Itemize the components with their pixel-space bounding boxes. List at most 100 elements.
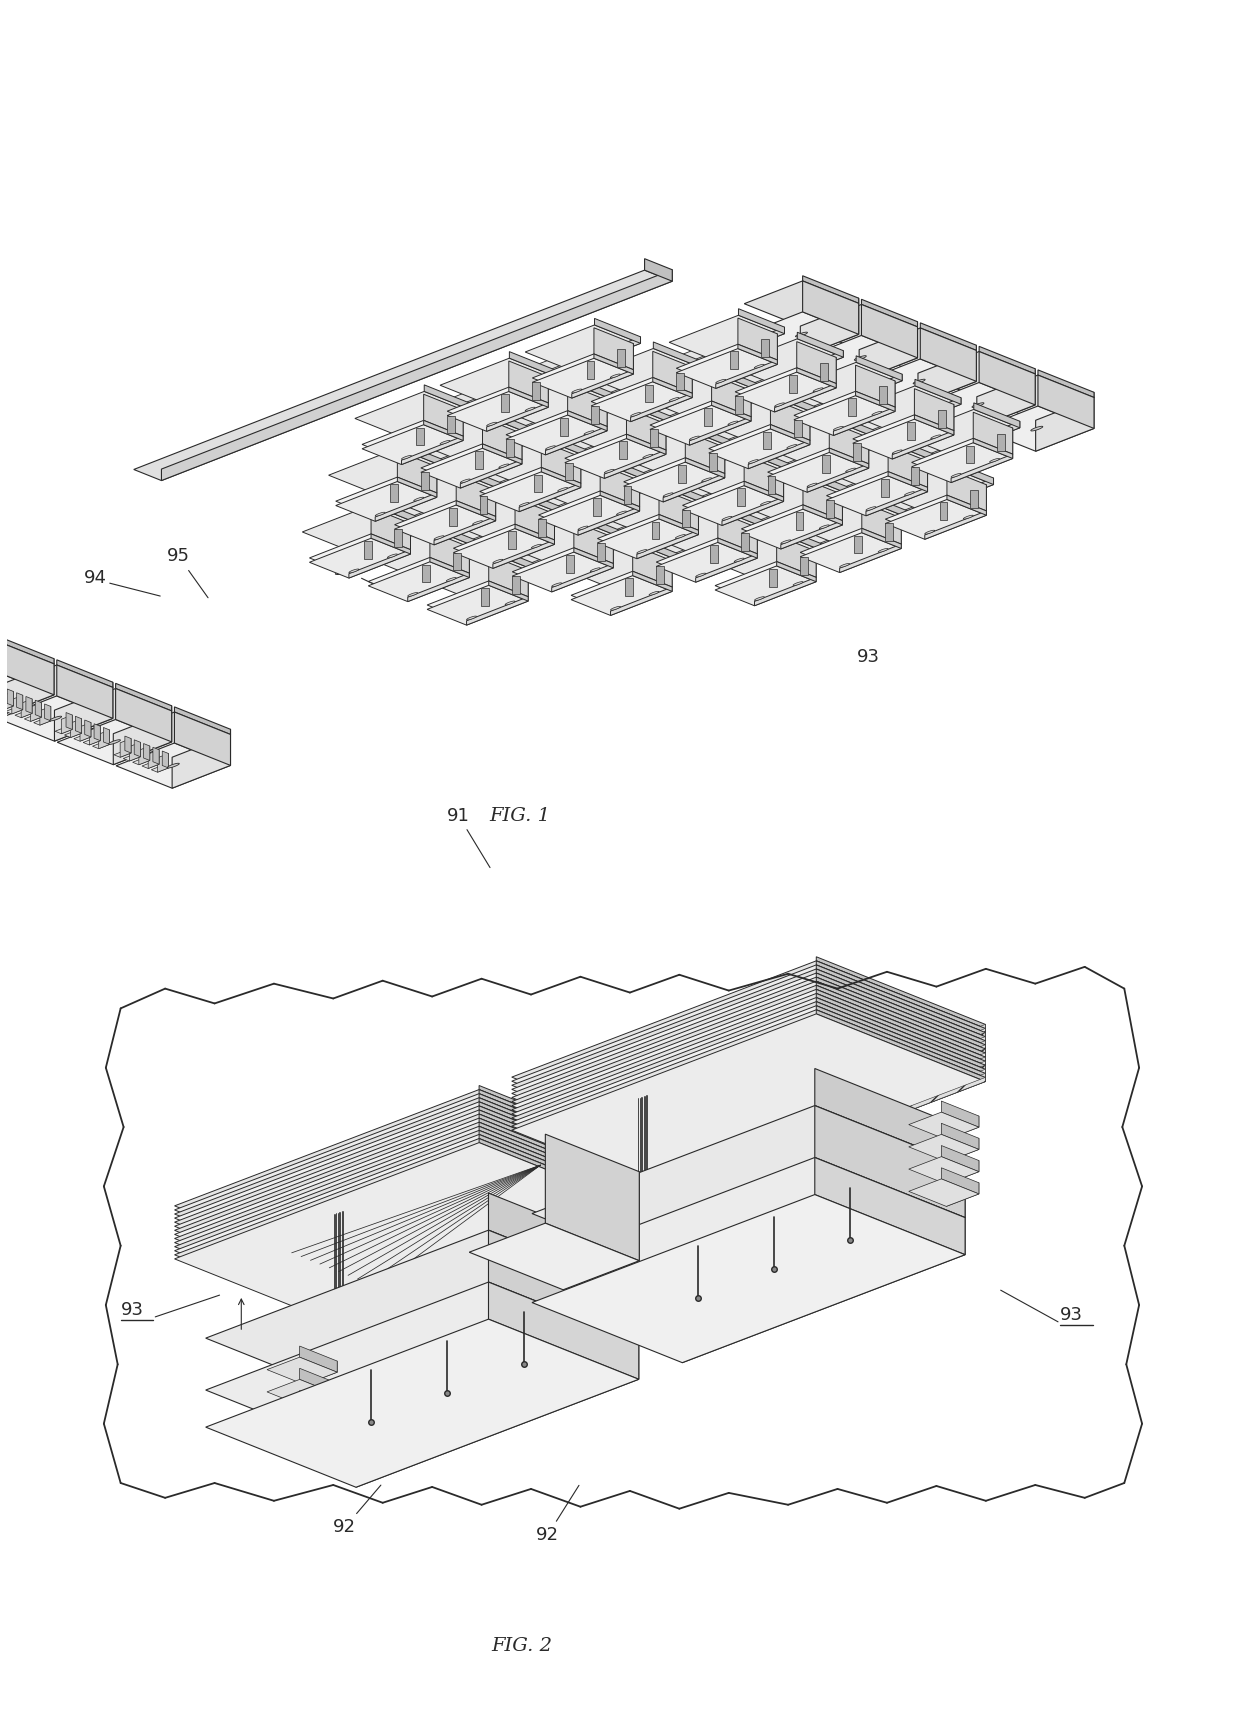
Polygon shape [816,998,986,1069]
Polygon shape [172,735,231,789]
Polygon shape [856,356,903,381]
Polygon shape [856,391,895,412]
Bar [480,497,487,514]
Polygon shape [456,465,502,490]
Polygon shape [568,375,614,400]
Polygon shape [820,524,830,529]
Polygon shape [482,417,522,460]
Polygon shape [715,334,777,384]
Polygon shape [510,351,556,377]
Text: 93: 93 [1060,1306,1083,1323]
Polygon shape [542,441,580,483]
Polygon shape [362,420,463,460]
Polygon shape [681,1057,986,1178]
Bar [971,490,978,509]
Polygon shape [587,522,609,541]
Polygon shape [604,417,673,452]
Polygon shape [526,407,536,412]
Polygon shape [718,502,764,528]
Polygon shape [175,1105,649,1291]
Polygon shape [820,443,935,488]
Polygon shape [639,410,662,427]
Polygon shape [343,1154,649,1273]
Polygon shape [802,275,858,303]
Polygon shape [479,1090,649,1161]
Polygon shape [709,424,810,464]
Polygon shape [512,977,986,1161]
Polygon shape [718,538,758,559]
Polygon shape [446,578,456,581]
Polygon shape [856,365,895,407]
Polygon shape [343,1206,649,1327]
Polygon shape [909,422,1008,462]
Polygon shape [343,1202,649,1322]
Polygon shape [572,576,672,616]
Polygon shape [649,592,658,595]
Polygon shape [0,664,55,718]
Polygon shape [686,422,732,446]
Polygon shape [532,355,634,394]
Polygon shape [492,559,502,564]
Polygon shape [853,419,954,458]
Polygon shape [175,1130,649,1315]
Polygon shape [893,431,954,458]
Polygon shape [862,358,976,405]
Polygon shape [632,571,672,592]
Polygon shape [408,573,470,602]
Polygon shape [787,445,796,448]
Polygon shape [681,1054,986,1173]
Bar [730,351,738,368]
Polygon shape [460,479,470,483]
Polygon shape [343,1190,649,1310]
Polygon shape [681,1060,986,1182]
Polygon shape [572,389,582,393]
Polygon shape [343,1161,649,1282]
Polygon shape [610,607,620,611]
Polygon shape [512,993,986,1178]
Bar [848,398,856,417]
Polygon shape [681,1036,986,1157]
Polygon shape [408,547,470,597]
Polygon shape [434,490,496,540]
Polygon shape [175,1102,649,1285]
Polygon shape [813,388,823,391]
Polygon shape [911,443,1013,483]
Polygon shape [103,728,109,744]
Bar [389,484,398,502]
Polygon shape [15,711,32,718]
Polygon shape [474,509,551,547]
Polygon shape [862,493,909,517]
Polygon shape [568,410,608,431]
Polygon shape [486,422,496,426]
Polygon shape [584,431,594,434]
Polygon shape [505,519,620,564]
Polygon shape [492,507,562,541]
Polygon shape [584,348,699,394]
Bar [591,407,599,424]
Polygon shape [2,692,14,711]
Bar [906,422,915,439]
Polygon shape [505,600,515,606]
Polygon shape [920,329,976,381]
Polygon shape [546,400,608,450]
Bar [593,498,600,516]
Polygon shape [671,490,694,507]
Polygon shape [303,505,418,550]
Polygon shape [868,367,890,384]
Polygon shape [552,564,614,592]
Polygon shape [440,358,556,403]
Polygon shape [924,477,993,512]
Polygon shape [696,521,764,555]
Polygon shape [900,446,924,465]
Polygon shape [859,327,918,381]
Polygon shape [460,427,529,460]
Polygon shape [744,455,784,497]
Polygon shape [722,464,791,498]
Bar [737,488,744,507]
Polygon shape [490,545,536,571]
Polygon shape [476,452,577,490]
Polygon shape [820,514,897,552]
Polygon shape [424,420,463,441]
Polygon shape [663,493,673,497]
Polygon shape [782,400,806,417]
